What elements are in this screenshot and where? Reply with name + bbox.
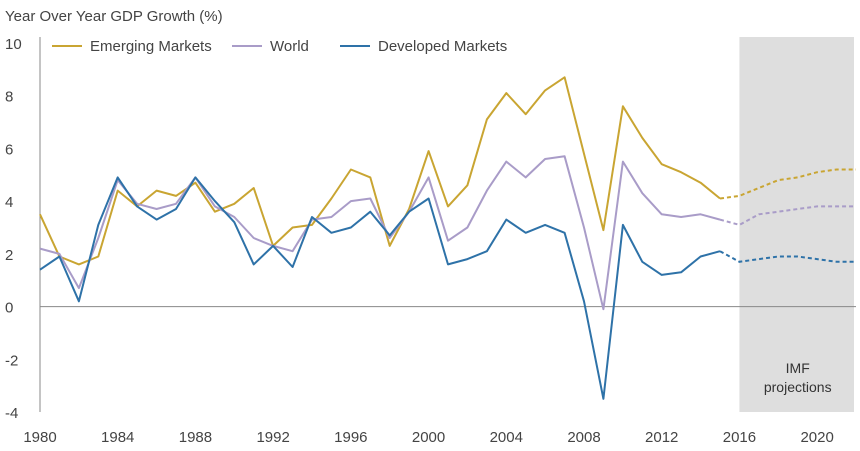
legend: Emerging Markets World Developed Markets <box>52 38 507 55</box>
legend-label-emerging: Emerging Markets <box>90 38 212 55</box>
series-line-world <box>39 155 721 311</box>
legend-label-developed: Developed Markets <box>378 38 507 55</box>
x-tick-label: 2000 <box>412 429 445 446</box>
y-tick-label: 8 <box>5 89 13 106</box>
series-projection-emerging <box>719 168 856 200</box>
x-tick-label: 1988 <box>179 429 212 446</box>
projection-label-line-2: projections <box>764 379 832 395</box>
legend-label-world: World <box>270 38 309 55</box>
series-line-emerging <box>39 76 721 266</box>
x-tick-label: 1984 <box>101 429 134 446</box>
x-axis-ticks: 1980 1984 1988 1992 1996 2000 2004 2008 2012 2016… <box>23 429 834 446</box>
y-axis-ticks: 10 8 6 4 2 0 -2 -4 <box>5 36 22 422</box>
series-projection-world <box>719 205 856 226</box>
series-lines <box>39 76 856 400</box>
x-tick-label: 2020 <box>800 429 833 446</box>
chart-title: Year Over Year GDP Growth (%) <box>5 8 223 25</box>
y-tick-label: 6 <box>5 141 13 158</box>
y-tick-label: 10 <box>5 36 22 53</box>
x-tick-label: 1992 <box>256 429 289 446</box>
x-tick-label: 2004 <box>490 429 523 446</box>
series-projection-developed <box>719 250 856 263</box>
x-tick-label: 2012 <box>645 429 678 446</box>
y-tick-label: -2 <box>5 352 18 369</box>
x-tick-label: 2016 <box>723 429 756 446</box>
series-line-developed <box>39 176 721 400</box>
projection-label-line-1: IMF <box>786 360 810 376</box>
x-tick-label: 2008 <box>567 429 600 446</box>
y-tick-label: 0 <box>5 300 13 317</box>
x-tick-label: 1996 <box>334 429 367 446</box>
x-tick-label: 1980 <box>23 429 56 446</box>
projection-shade <box>739 37 854 412</box>
y-tick-label: 4 <box>5 194 13 211</box>
y-tick-label: -4 <box>5 405 18 422</box>
y-tick-label: 2 <box>5 247 13 264</box>
